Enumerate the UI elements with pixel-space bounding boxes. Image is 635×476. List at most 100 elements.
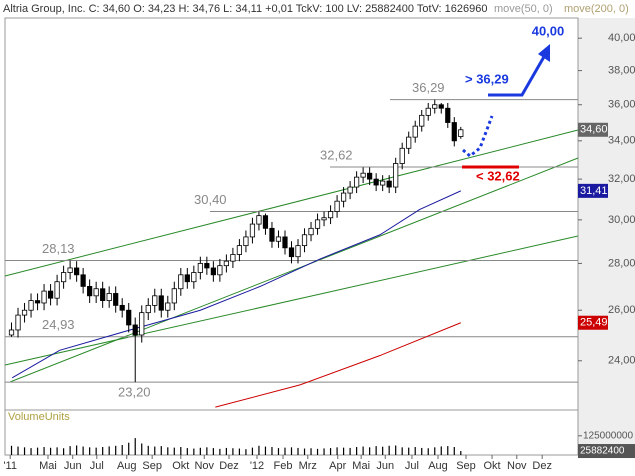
volume-bar (290, 447, 293, 455)
volume-bar (303, 448, 306, 455)
volume-bar (310, 448, 312, 455)
volume-bar (160, 446, 162, 455)
candle-body (438, 104, 444, 109)
x-tick-label: Sep (142, 460, 162, 472)
volume-bar (167, 447, 169, 455)
y-tick-label: 24,00 (608, 355, 635, 367)
candle-body (321, 217, 327, 221)
candle-body (41, 290, 47, 304)
volume-bar (23, 447, 26, 455)
candle-body (210, 267, 216, 276)
candle-body (171, 288, 177, 304)
volume-bar (36, 447, 39, 455)
volume-bar (186, 448, 188, 455)
volume-bar (82, 446, 84, 455)
volume-marker-label: 25882400 (580, 446, 625, 457)
chart-title: Altria Group, Inc. C: 34,60 O: 34,23 H: … (3, 3, 487, 15)
candle-body (419, 114, 425, 127)
trend-line (4, 129, 579, 277)
axis-marker (578, 183, 608, 198)
volume-bar (219, 448, 221, 455)
candle-body (100, 288, 106, 301)
volume-bar (63, 448, 65, 455)
y-tick-label: 32,00 (608, 173, 635, 185)
x-tick-label: '12 (250, 460, 264, 472)
x-tick-label: '11 (3, 460, 17, 472)
candle-body (354, 176, 360, 188)
volume-label: VolumeUnits (8, 411, 70, 423)
candle-body (139, 312, 145, 336)
candle-body (399, 147, 405, 164)
candle-body (197, 263, 203, 273)
candle-body (178, 274, 184, 290)
volume-bar (17, 446, 19, 455)
volume-bar (427, 448, 429, 455)
volume-bar (453, 447, 455, 455)
volume-bar (76, 445, 78, 455)
axis-marker-label: 31,41 (580, 185, 608, 197)
x-tick-label: Sep (456, 460, 476, 472)
candle-body (458, 129, 464, 137)
volume-bar (173, 447, 175, 455)
candle-body (275, 236, 282, 242)
candle-body (406, 136, 412, 149)
level-label: 32,62 (320, 147, 353, 162)
volume-bar (440, 446, 442, 455)
candle-body (412, 125, 418, 138)
volume-bar (349, 447, 351, 455)
volume-bar (232, 448, 234, 455)
volume-bar (401, 447, 403, 455)
y-tick-label: 30,00 (608, 214, 635, 226)
volume-bar (180, 447, 182, 455)
level-label: 24,93 (42, 317, 75, 332)
candle-body (360, 172, 366, 178)
candle-body (113, 293, 119, 306)
volume-bar (421, 447, 423, 455)
candle-body (223, 260, 229, 267)
x-tick-label: Apr (329, 460, 346, 472)
x-tick-label: Aug (428, 460, 448, 472)
target-label: < 32,62 (476, 168, 520, 183)
volume-bar (408, 447, 410, 455)
x-tick-label: Jul (90, 460, 104, 472)
x-tick-label: Dez (532, 460, 552, 472)
volume-bar (356, 447, 358, 455)
candle-body (74, 267, 80, 276)
forecast-arrow (488, 54, 547, 97)
axis-marker-label: 25,49 (580, 317, 608, 329)
volume-bar (154, 446, 156, 455)
candle-body (165, 302, 171, 311)
candle-body (87, 285, 93, 297)
level-label: 28,13 (42, 241, 75, 256)
volume-bar (69, 446, 71, 455)
price-axis-panel (578, 18, 635, 455)
candle-body (54, 281, 60, 299)
x-tick-label: Nov (507, 460, 527, 472)
moving-average (215, 322, 461, 408)
candle-body (334, 200, 340, 212)
volume-bar (271, 447, 273, 455)
candle-body (8, 329, 15, 336)
candle-body (132, 324, 138, 336)
candle-body (308, 227, 314, 236)
volume-bar (238, 448, 241, 455)
candle-body (184, 274, 190, 283)
candle-body (282, 236, 288, 249)
volume-bar (102, 447, 104, 455)
y-tick-label: 40,00 (608, 32, 635, 44)
x-tick-label: Jun (376, 460, 394, 472)
axis-marker (578, 122, 608, 137)
candle-body (126, 309, 132, 326)
volume-bar (323, 448, 325, 455)
candle-body (262, 215, 269, 229)
candle-body (295, 245, 301, 258)
volume-bar (141, 443, 143, 455)
candle-body (236, 245, 243, 255)
candle-body (93, 288, 99, 297)
candle-body (21, 309, 28, 316)
candle-body (432, 104, 438, 109)
volume-marker (578, 444, 635, 459)
volume-bar (121, 445, 123, 455)
volume-bar (89, 447, 91, 455)
volume-bar (225, 447, 227, 455)
